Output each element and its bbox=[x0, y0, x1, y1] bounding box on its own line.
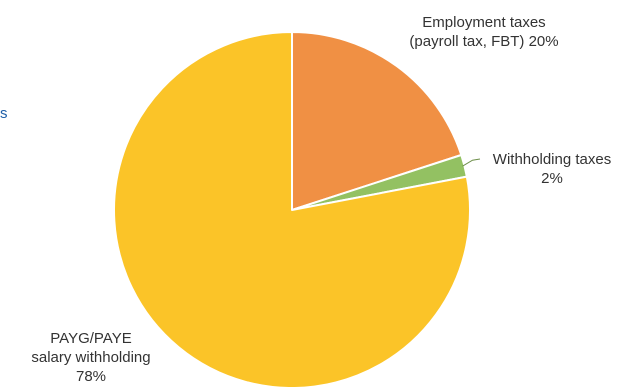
pie-label-line: salary withholding bbox=[31, 349, 150, 366]
pie-label-line: PAYG/PAYE bbox=[50, 330, 131, 347]
pie-label-employment-taxes: Employment taxes (payroll tax, FBT) 20% bbox=[409, 14, 558, 50]
pie-label-line: 2% bbox=[541, 170, 563, 187]
pie-label-withholding-taxes: Withholding taxes 2% bbox=[493, 151, 611, 187]
pie-labels: Employment taxes (payroll tax, FBT) 20% Wi… bbox=[31, 14, 611, 385]
pie-label-line: Withholding taxes bbox=[493, 151, 611, 168]
cropped-edge-text: s bbox=[0, 105, 8, 122]
pie-slice-employment-taxes bbox=[291, 31, 463, 211]
pie-label-payg-paye: PAYG/PAYE salary withholding 78% bbox=[31, 330, 150, 385]
pie-label-line: (payroll tax, FBT) 20% bbox=[409, 33, 558, 50]
pie-label-line: 78% bbox=[76, 368, 106, 385]
pie-slices bbox=[113, 31, 471, 387]
leader-line-withholding bbox=[462, 158, 481, 167]
pie-slice-payg-paye bbox=[113, 31, 471, 387]
pie-leader-lines bbox=[462, 158, 481, 167]
pie-label-line: Employment taxes bbox=[422, 14, 545, 31]
